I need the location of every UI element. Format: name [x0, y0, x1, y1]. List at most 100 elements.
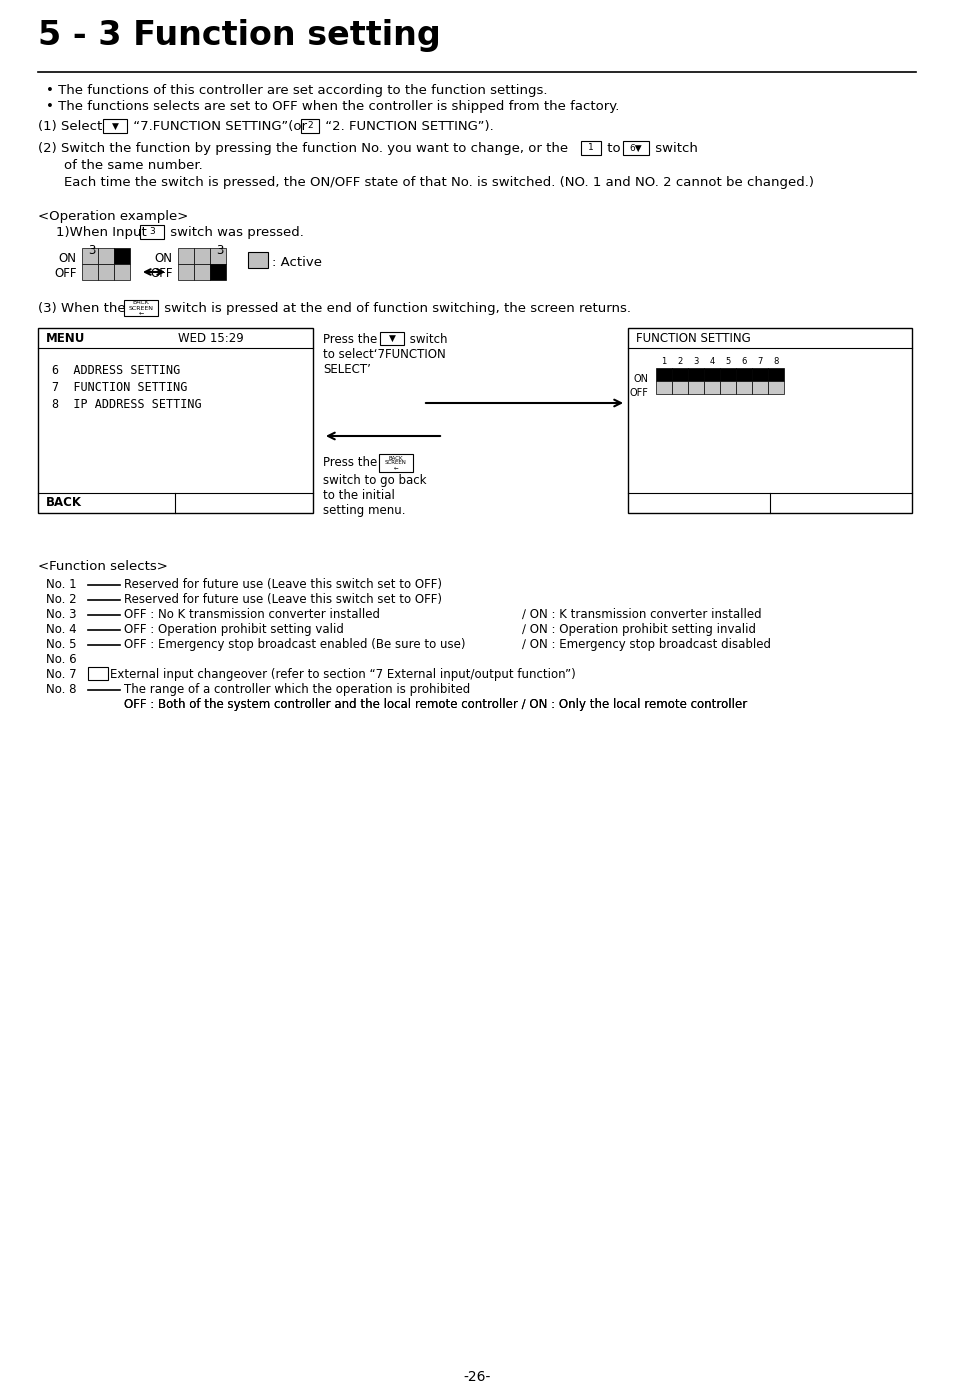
Bar — [687, 368, 703, 382]
Text: No. 1: No. 1 — [46, 578, 76, 591]
Text: ∕ ON : K transmission converter installed: ∕ ON : K transmission converter installe… — [521, 607, 760, 621]
Text: switch was pressed.: switch was pressed. — [166, 226, 304, 240]
Text: (1) Select: (1) Select — [38, 120, 107, 132]
Bar — [98, 265, 113, 280]
Text: External input changeover (refer to section “7 External input/output function”): External input changeover (refer to sect… — [110, 669, 576, 681]
Text: OFF: OFF — [629, 389, 648, 398]
Bar — [210, 248, 226, 265]
Text: Press the: Press the — [323, 456, 376, 469]
Text: 6▼: 6▼ — [629, 143, 641, 152]
Text: SELECT’: SELECT’ — [323, 364, 371, 376]
Text: 3: 3 — [89, 244, 95, 256]
Bar — [627, 327, 911, 513]
Text: 6: 6 — [740, 357, 746, 366]
Text: No. 3: No. 3 — [46, 607, 76, 621]
Text: 5: 5 — [724, 357, 730, 366]
Text: The range of a controller which the operation is prohibited: The range of a controller which the oper… — [124, 683, 470, 696]
Bar — [720, 368, 735, 382]
Bar — [193, 248, 210, 265]
Text: 1)When Input: 1)When Input — [56, 226, 151, 240]
Text: BACK: BACK — [46, 496, 82, 510]
Bar — [720, 382, 735, 394]
Text: OFF : Emergency stop broadcast enabled (Be sure to use): OFF : Emergency stop broadcast enabled (… — [124, 638, 465, 651]
Text: switch: switch — [406, 333, 447, 345]
Text: FUNCTION SETTING: FUNCTION SETTING — [636, 332, 750, 344]
Text: -26-: -26- — [463, 1369, 490, 1385]
Text: switch: switch — [650, 142, 698, 155]
Text: Reserved for future use (Leave this switch set to OFF): Reserved for future use (Leave this swit… — [124, 593, 441, 606]
Bar — [178, 265, 193, 280]
Text: No. 7: No. 7 — [46, 669, 76, 681]
Text: to the initial: to the initial — [323, 489, 395, 501]
Text: 3: 3 — [149, 227, 154, 237]
Text: (2) Switch the function by pressing the function No. you want to change, or the: (2) Switch the function by pressing the … — [38, 142, 572, 155]
Bar — [82, 248, 98, 265]
Text: ▼: ▼ — [112, 121, 118, 131]
Bar — [379, 332, 403, 345]
Text: No. 4: No. 4 — [46, 623, 76, 637]
Text: 1: 1 — [587, 143, 594, 152]
Bar — [98, 248, 113, 265]
Bar — [378, 454, 413, 472]
Text: 2: 2 — [677, 357, 682, 366]
Text: • The functions of this controller are set according to the function settings.: • The functions of this controller are s… — [46, 84, 547, 98]
Bar — [193, 265, 210, 280]
Text: BACK
SCREEN
←: BACK SCREEN ← — [385, 456, 407, 471]
Text: No. 5: No. 5 — [46, 638, 76, 651]
Bar — [735, 368, 751, 382]
Text: ON: ON — [634, 373, 648, 384]
Bar — [767, 368, 783, 382]
Text: • The functions selects are set to OFF when the controller is shipped from the f: • The functions selects are set to OFF w… — [46, 100, 618, 113]
Text: OFF: OFF — [54, 267, 76, 280]
Bar — [301, 118, 318, 132]
Text: 5 - 3 Function setting: 5 - 3 Function setting — [38, 20, 440, 52]
Text: 4: 4 — [709, 357, 714, 366]
Text: BACK
SCREEN
←: BACK SCREEN ← — [129, 301, 153, 315]
Text: <Function selects>: <Function selects> — [38, 560, 168, 573]
Text: 6  ADDRESS SETTING: 6 ADDRESS SETTING — [52, 364, 180, 378]
Text: of the same number.: of the same number. — [64, 159, 203, 171]
Text: Press the: Press the — [323, 333, 380, 345]
Bar — [656, 382, 671, 394]
Bar — [88, 667, 108, 680]
Text: 7: 7 — [757, 357, 761, 366]
Bar — [82, 265, 98, 280]
Bar — [622, 141, 648, 155]
Text: 3: 3 — [216, 244, 223, 256]
Text: 1: 1 — [660, 357, 666, 366]
Bar — [140, 226, 164, 240]
Text: Each time the switch is pressed, the ON/OFF state of that No. is switched. (NO. : Each time the switch is pressed, the ON/… — [64, 176, 813, 189]
Text: “2. FUNCTION SETTING”).: “2. FUNCTION SETTING”). — [320, 120, 494, 132]
Text: : Active: : Active — [272, 256, 322, 269]
Text: OFF : No K transmission converter installed: OFF : No K transmission converter instal… — [124, 607, 379, 621]
Bar — [671, 368, 687, 382]
Text: to select‘7FUNCTION: to select‘7FUNCTION — [323, 348, 445, 361]
Text: Reserved for future use (Leave this switch set to OFF): Reserved for future use (Leave this swit… — [124, 578, 441, 591]
Text: No. 6: No. 6 — [46, 653, 76, 666]
Bar — [767, 382, 783, 394]
Text: 8  IP ADDRESS SETTING: 8 IP ADDRESS SETTING — [52, 398, 201, 411]
Text: OFF : Both of the system controller and the local remote controller ∕ ON : Only : OFF : Both of the system controller and … — [124, 698, 746, 710]
Text: ∕ ON : Operation prohibit setting invalid: ∕ ON : Operation prohibit setting invali… — [521, 623, 755, 637]
Text: switch is pressed at the end of function switching, the screen returns.: switch is pressed at the end of function… — [160, 302, 630, 315]
Text: ON: ON — [58, 252, 76, 265]
Bar — [703, 368, 720, 382]
Text: to: to — [602, 142, 624, 155]
Text: 8: 8 — [773, 357, 778, 366]
Text: 2: 2 — [307, 121, 313, 131]
Text: MENU: MENU — [46, 332, 85, 344]
Text: <Operation example>: <Operation example> — [38, 210, 188, 223]
Bar — [671, 382, 687, 394]
Text: 7  FUNCTION SETTING: 7 FUNCTION SETTING — [52, 382, 187, 394]
Text: ON: ON — [153, 252, 172, 265]
Bar — [113, 248, 130, 265]
Bar — [751, 382, 767, 394]
Text: setting menu.: setting menu. — [323, 504, 405, 517]
Bar — [687, 382, 703, 394]
Text: ∕ ON : Emergency stop broadcast disabled: ∕ ON : Emergency stop broadcast disabled — [521, 638, 770, 651]
Text: No. 8: No. 8 — [46, 683, 76, 696]
Bar — [210, 265, 226, 280]
Text: WED 15:29: WED 15:29 — [178, 332, 244, 344]
Bar — [103, 118, 127, 132]
Text: ▼: ▼ — [388, 334, 395, 343]
